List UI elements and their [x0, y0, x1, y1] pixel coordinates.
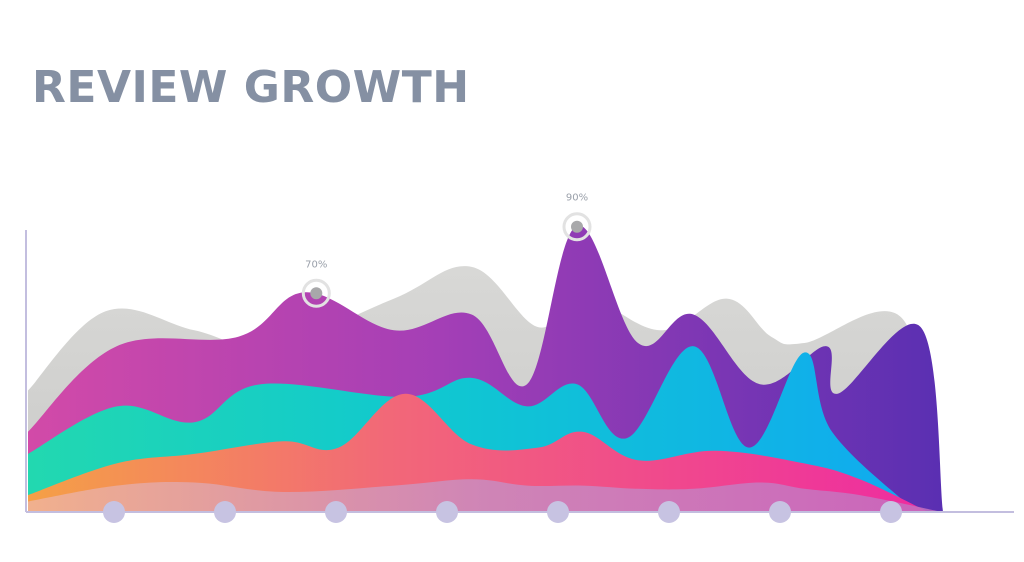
peak-point	[571, 220, 583, 233]
peak-point	[310, 287, 323, 300]
x-axis-marker	[769, 501, 791, 523]
peak-ring	[562, 212, 592, 242]
x-axis-marker	[880, 501, 902, 523]
x-axis-marker	[658, 501, 680, 523]
area-layers	[28, 225, 943, 512]
area-coral	[28, 393, 927, 511]
x-markers	[103, 501, 902, 523]
x-axis-marker	[214, 501, 236, 523]
area-pink	[28, 479, 938, 511]
x-axis-marker	[103, 501, 125, 523]
peak-ring	[301, 278, 331, 308]
x-axis-marker	[325, 501, 347, 523]
x-axis-marker	[547, 501, 569, 523]
chart-title: REVIEW GROWTH	[32, 62, 470, 113]
peak-annotations: 70% 90%	[301, 193, 592, 308]
peak-label: 70%	[305, 259, 327, 270]
x-axis-marker	[436, 501, 458, 523]
axes	[25, 230, 1014, 513]
peak-label: 90%	[566, 193, 588, 204]
